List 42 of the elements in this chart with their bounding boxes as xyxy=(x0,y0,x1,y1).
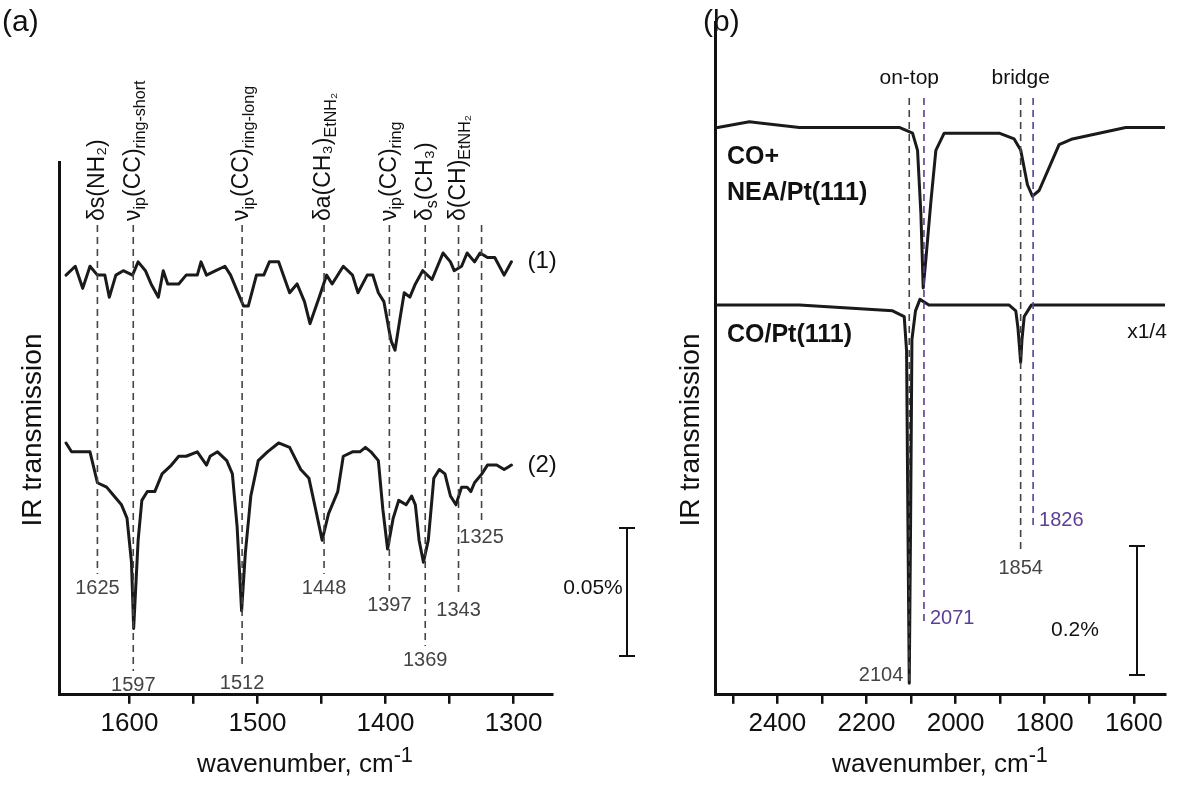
x-tick-label: 2400 xyxy=(748,706,807,737)
x-tick-label: 2200 xyxy=(837,706,896,737)
ref-line-label: 1369 xyxy=(402,647,448,670)
text: δs(CH₃) xyxy=(410,142,441,221)
text: δs(NH₂) xyxy=(82,139,109,221)
text: νip(CC)ring-short xyxy=(118,79,149,221)
x-tick-label: 1600 xyxy=(100,706,159,737)
series-label: (1) xyxy=(527,246,557,274)
text: δa(CH₃)EtNH₂ xyxy=(309,92,339,221)
series-label: CO/Pt(111) xyxy=(727,318,853,347)
series-label: CO+ NEA/Pt(111) xyxy=(727,141,868,206)
text: δ(CH)EtNH₂ xyxy=(443,114,474,221)
ref-line-label: 1597 xyxy=(111,672,156,695)
x-tick-label: 1400 xyxy=(356,706,415,737)
chart-title: (a) xyxy=(2,4,39,38)
y-axis-title: IR transmission xyxy=(16,333,48,527)
text: 0.05% xyxy=(563,574,623,598)
x-tick-label: 2000 xyxy=(926,706,985,737)
annotation: 0.2% xyxy=(1051,616,1099,640)
text: νip(CC)ring-long xyxy=(227,85,257,221)
x-tick-label: 1500 xyxy=(228,706,287,737)
x-axis-title: wavenumber, cm$^{-1}$ xyxy=(832,742,1048,779)
ref-line-label: 1325 xyxy=(459,524,504,547)
text: νip(CC)ring xyxy=(374,121,405,221)
ref-line-label: 1854 xyxy=(998,555,1043,578)
ref-line-label: 1625 xyxy=(75,575,120,598)
x-axis-title: wavenumber, cm$^{-1}$ xyxy=(197,742,413,779)
text: bridge xyxy=(991,64,1050,88)
annotation: x1/4 xyxy=(1127,318,1168,342)
ref-line-label: 1826 xyxy=(1039,507,1084,530)
ref-line-label: 1512 xyxy=(219,670,265,693)
x-tick-label: 1600 xyxy=(1104,706,1163,737)
ref-line-label: 2104 xyxy=(858,662,904,685)
ref-line-label: 2071 xyxy=(929,605,975,628)
x-tick-label: 1300 xyxy=(484,706,543,737)
text: on-top xyxy=(879,64,940,88)
y-axis-title: IR transmission xyxy=(674,333,706,527)
ref-line-label: 1397 xyxy=(367,592,412,615)
ref-line-label: 1448 xyxy=(301,575,347,598)
x-tick-label: 1800 xyxy=(1015,706,1074,737)
ref-line-label: 1343 xyxy=(436,597,481,620)
series-label: (2) xyxy=(527,449,557,477)
